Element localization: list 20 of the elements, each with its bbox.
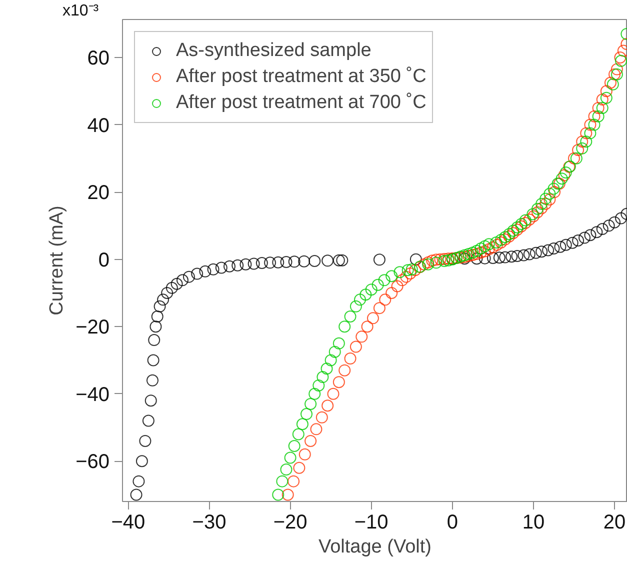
x-tick-label: 10 [522,512,545,534]
y-tick-label: −40 [76,384,110,406]
x-tick-label: 0 [446,512,458,534]
legend-label: After post treatment at 350 ˚C [176,65,426,89]
x-axis-title: Voltage (Volt) [318,536,432,558]
y-tick-label: 0 [98,249,110,272]
legend-label: As-synthesized sample [176,39,372,63]
y-tick-label: 60 [87,48,110,70]
y-axis-title: Current (mA) [46,206,68,316]
x-tick-label: −20 [273,512,308,534]
x-tick-label: −10 [354,512,388,534]
legend-label: After post treatment at 700 ˚C [176,91,426,115]
x-tick-label: −30 [192,512,226,534]
y-tick-label: −20 [76,316,110,339]
y-tick-label: 40 [87,114,110,137]
y-tick-label: 20 [87,182,110,204]
x-tick-label: −40 [111,512,146,534]
y-tick-label: −60 [76,451,110,474]
text: x10⁻³ [62,2,100,20]
x-tick-label: 20 [603,512,626,534]
